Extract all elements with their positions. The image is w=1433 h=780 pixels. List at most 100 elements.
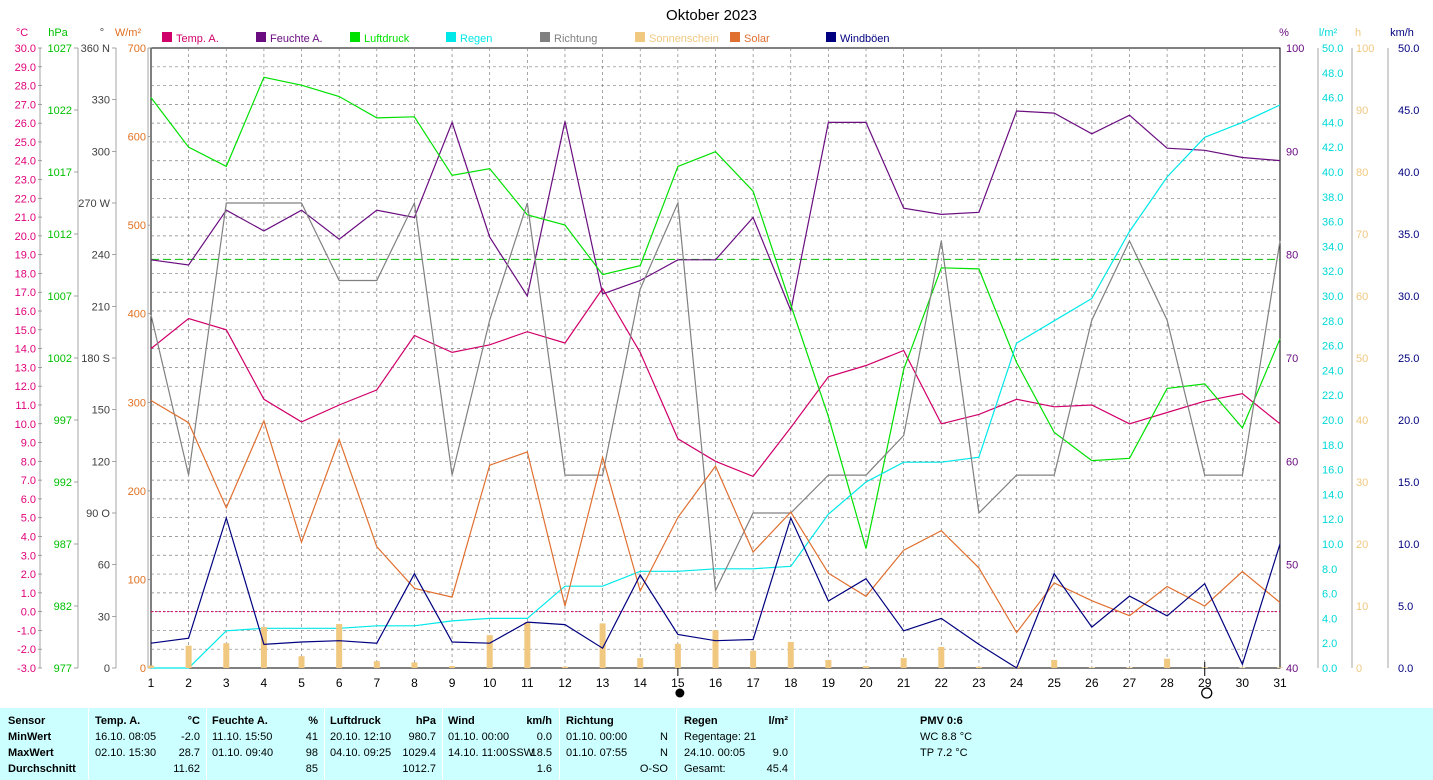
axis-unit-rain: l/m² [1319, 27, 1338, 39]
sunshine-bar [148, 665, 154, 668]
y-tick-label-gust: 45.0 [1398, 105, 1419, 117]
y-tick-label-temp: 30.0 [15, 43, 36, 55]
direction-min-time: 01.10. 00:00 [566, 731, 628, 743]
legend-swatch [162, 32, 172, 42]
y-tick-label-gust: 10.0 [1398, 539, 1419, 551]
y-tick-label-gust: 15.0 [1398, 477, 1419, 489]
wind-max-time: 14.10. 11:00 [448, 747, 509, 759]
legend-label: Regen [460, 33, 492, 45]
sunshine-bar [411, 662, 418, 668]
sunshine-bar [674, 643, 681, 668]
rain-days: Regentage: 21 [684, 731, 757, 743]
temp-header: Temp. A. [95, 715, 141, 727]
x-tick-label: 1 [148, 676, 155, 690]
y-tick-label-rain: 14.0 [1322, 489, 1343, 501]
sunshine-bar [750, 650, 757, 668]
y-tick-label-temp: 20.0 [15, 231, 36, 243]
y-tick-label-temp: 19.0 [15, 250, 36, 262]
y-tick-label-temp: 17.0 [15, 287, 36, 299]
y-tick-label-sunshine: 100 [1356, 43, 1374, 55]
y-tick-label-pressure: 1002 [48, 353, 72, 365]
x-tick-label: 19 [822, 676, 836, 690]
y-tick-label-temp: 25.0 [15, 137, 36, 149]
temp-min-value: -2.0 [181, 731, 200, 743]
sunshine-bar [1277, 667, 1283, 668]
y-tick-label-rain: 36.0 [1322, 217, 1343, 229]
y-tick-label-sunshine: 20 [1356, 539, 1368, 551]
direction-header: Richtung [566, 715, 614, 727]
x-tick-label: 6 [336, 676, 343, 690]
y-tick-label-rain: 46.0 [1322, 93, 1343, 105]
y-tick-label-rain: 44.0 [1322, 117, 1343, 129]
direction-avg-value: O-SO [639, 763, 668, 775]
dewpoint-value: TP 7.2 °C [920, 747, 968, 759]
y-tick-label-temp: -3.0 [17, 663, 36, 675]
pressure-max-time: 04.10. 09:25 [330, 747, 392, 759]
y-tick-label-temp: 27.0 [15, 99, 36, 111]
axis-unit-humidity: % [1279, 27, 1289, 39]
humidity-max-value: 98 [305, 747, 318, 759]
humidity-header: Feuchte A. [212, 715, 268, 727]
y-tick-label-gust: 0.0 [1398, 663, 1413, 675]
temp-avg-value: 11.62 [173, 763, 200, 775]
temp-min-time: 16.10. 08:05 [95, 731, 157, 743]
x-tick-label: 27 [1123, 676, 1137, 690]
y-tick-label-temp: 24.0 [15, 156, 36, 168]
sunshine-bar [185, 645, 192, 668]
sunshine-bar [524, 622, 531, 668]
x-tick-label: 7 [373, 676, 380, 690]
sunshine-bar [712, 630, 719, 668]
y-tick-label-temp: 23.0 [15, 175, 36, 187]
y-tick-label-rain: 42.0 [1322, 142, 1343, 154]
sunshine-bar [1051, 659, 1058, 668]
sunshine-bar [449, 666, 456, 668]
x-tick-label: 21 [897, 676, 911, 690]
y-tick-label-temp: 4.0 [21, 531, 36, 543]
series-line-luftdruck [150, 76, 1281, 549]
pressure-avg-value: 1012.7 [402, 763, 436, 775]
rain-max-value: 9.0 [772, 747, 788, 759]
y-tick-label-rain: 22.0 [1322, 390, 1343, 402]
legend-swatch [635, 32, 645, 42]
y-tick-label-pressure: 992 [54, 477, 72, 489]
y-tick-label-pressure: 982 [54, 601, 72, 613]
y-tick-label-temp: 13.0 [15, 362, 36, 374]
y-tick-label-solar: 0 [140, 663, 146, 675]
sunshine-bar [223, 643, 230, 668]
y-tick-label-gust: 5.0 [1398, 601, 1413, 613]
y-tick-label-rain: 28.0 [1322, 316, 1343, 328]
summary-table: Sensor MinWert MaxWert Durchschnitt Temp… [0, 708, 1433, 780]
legend-label: Temp. A. [176, 33, 219, 45]
x-tick-label: 15 [671, 676, 685, 690]
y-tick-label-rain: 0.0 [1322, 663, 1337, 675]
series-line-feuchte-a [150, 110, 1281, 313]
y-tick-label-pressure: 1017 [48, 167, 72, 179]
y-tick-label-temp: 8.0 [21, 456, 36, 468]
y-tick-label-sunshine: 70 [1356, 229, 1368, 241]
y-tick-label-temp: 9.0 [21, 438, 36, 450]
x-tick-label: 12 [558, 676, 572, 690]
y-tick-label-sunshine: 30 [1356, 477, 1368, 489]
rain-total-value: 45.4 [766, 763, 788, 775]
y-tick-label-direction: 270 W [78, 198, 110, 210]
temp-max-time: 02.10. 15:30 [95, 747, 157, 759]
x-tick-label: 13 [596, 676, 610, 690]
sunshine-bar [787, 641, 794, 668]
y-tick-label-pressure: 987 [54, 539, 72, 551]
y-tick-label-temp: 6.0 [21, 494, 36, 506]
direction-max-value: N [660, 747, 668, 759]
sunshine-bar [900, 658, 907, 668]
y-tick-label-temp: 10.0 [15, 419, 36, 431]
y-tick-label-rain: 4.0 [1322, 613, 1337, 625]
y-tick-label-temp: 14.0 [15, 344, 36, 356]
direction-max-time: 01.10. 07:55 [566, 747, 628, 759]
y-tick-label-temp: 16.0 [15, 306, 36, 318]
pressure-unit: hPa [415, 715, 436, 727]
row-label-min: MinWert [8, 731, 52, 743]
rain-total-label: Gesamt: [684, 763, 726, 775]
series-line-windb-en [150, 515, 1281, 669]
y-tick-label-humidity: 50 [1286, 560, 1298, 572]
chart-title: Oktober 2023 [666, 7, 757, 24]
x-tick-label: 29 [1198, 676, 1212, 690]
temp-max-value: 28.7 [178, 747, 200, 759]
